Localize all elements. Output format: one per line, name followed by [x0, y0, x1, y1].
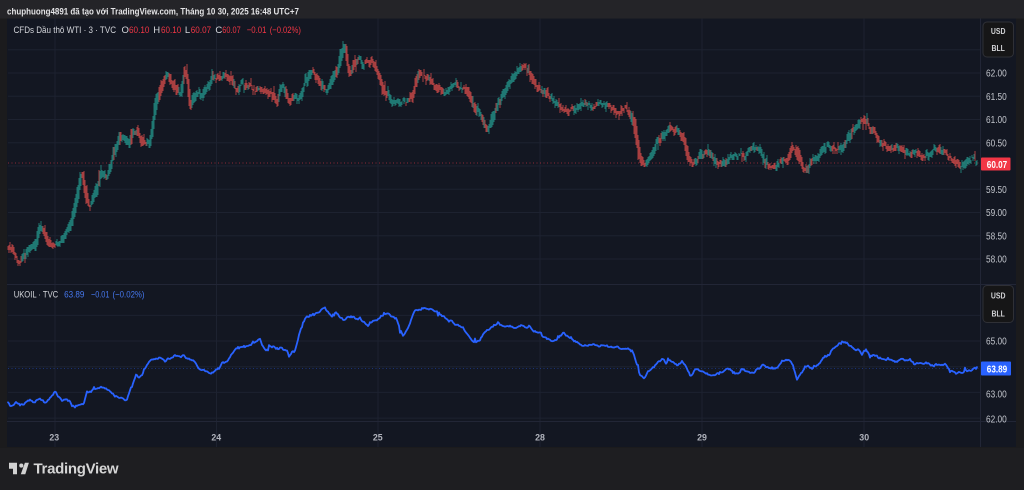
svg-text:24: 24 — [211, 433, 221, 443]
svg-text:CFDs Dầu thô WTI · 3 · TVC: CFDs Dầu thô WTI · 3 · TVC — [14, 25, 117, 36]
svg-text:C: C — [215, 25, 222, 36]
svg-text:−0.01: −0.01 — [91, 289, 109, 300]
svg-text:60.10: 60.10 — [129, 25, 149, 36]
svg-text:BLL: BLL — [992, 309, 1005, 318]
svg-text:63.89: 63.89 — [64, 289, 84, 300]
svg-text:62.00: 62.00 — [986, 69, 1007, 80]
svg-text:58.00: 58.00 — [986, 255, 1007, 266]
svg-text:23: 23 — [49, 433, 59, 443]
svg-text:chuphuong4891 đã tạo với Tradi: chuphuong4891 đã tạo với TradingView.com… — [7, 7, 299, 18]
svg-text:UKOIL · TVC: UKOIL · TVC — [14, 289, 59, 300]
svg-text:(−0.02%): (−0.02%) — [270, 25, 301, 36]
svg-text:63.00: 63.00 — [986, 390, 1007, 401]
svg-text:TradingView: TradingView — [34, 461, 119, 478]
svg-text:25: 25 — [373, 433, 383, 443]
svg-text:58.50: 58.50 — [986, 231, 1007, 242]
svg-text:29: 29 — [697, 433, 707, 443]
svg-text:61.00: 61.00 — [986, 115, 1007, 126]
svg-text:60.07: 60.07 — [987, 160, 1008, 171]
svg-text:61.50: 61.50 — [986, 92, 1007, 103]
svg-text:62.00: 62.00 — [986, 415, 1007, 426]
svg-text:H: H — [153, 25, 160, 36]
svg-text:60.07: 60.07 — [222, 25, 240, 36]
svg-text:59.00: 59.00 — [986, 208, 1007, 219]
svg-text:60.07: 60.07 — [191, 25, 211, 36]
svg-text:USD: USD — [991, 27, 1006, 36]
svg-text:63.89: 63.89 — [987, 365, 1008, 376]
svg-text:60.10: 60.10 — [161, 25, 181, 36]
svg-text:O: O — [122, 25, 129, 36]
svg-text:L: L — [185, 25, 190, 36]
svg-text:BLL: BLL — [992, 44, 1005, 53]
svg-text:65.00: 65.00 — [986, 337, 1007, 348]
svg-text:(−0.02%): (−0.02%) — [113, 289, 145, 300]
svg-text:60.50: 60.50 — [986, 138, 1007, 149]
svg-text:−0.01: −0.01 — [247, 25, 267, 36]
svg-text:59.50: 59.50 — [986, 185, 1007, 196]
svg-text:30: 30 — [859, 433, 869, 443]
svg-text:28: 28 — [535, 433, 545, 443]
svg-text:USD: USD — [991, 291, 1006, 300]
